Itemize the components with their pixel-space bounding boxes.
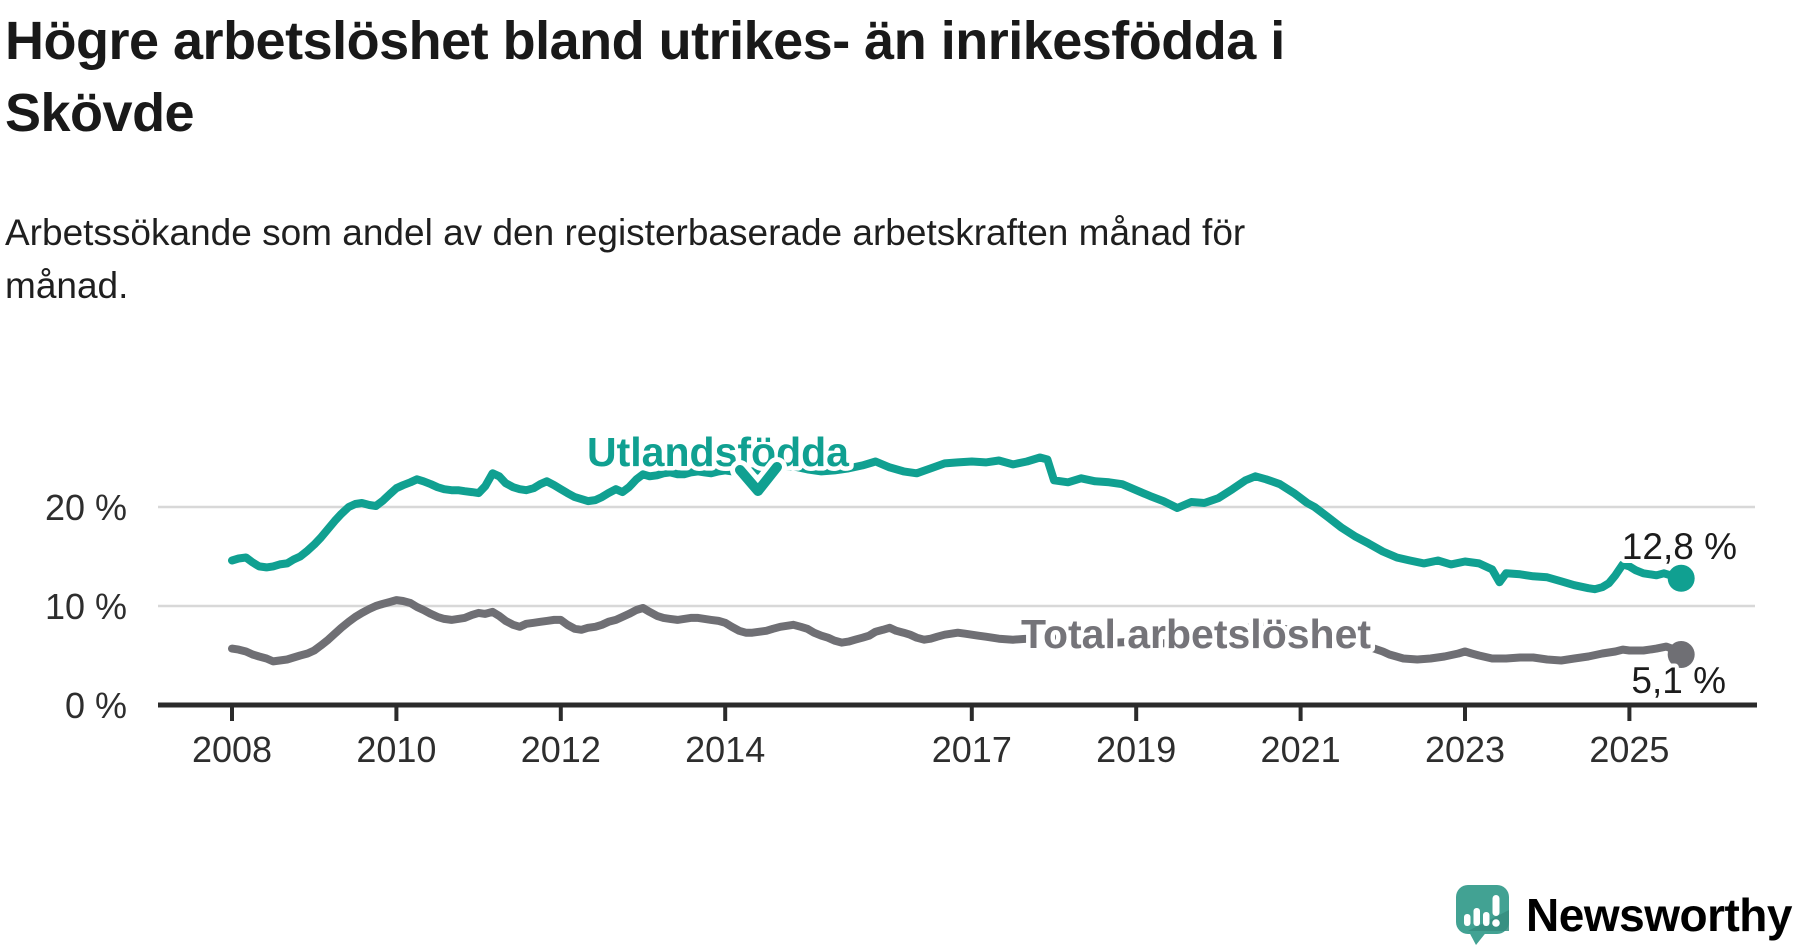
series-label-utlandsfodda: Utlandsfödda [587,429,850,475]
arrow-down-icon [735,462,782,496]
chart-generated-layer: 2008 2010 2012 2014 2017 2019 2021 2023 2025 0 % 1… [45,453,1757,770]
page-title: Högre arbetslöshet bland utrikes- än inr… [5,11,1285,143]
x-tick-label: 2023 [1425,729,1505,770]
end-value-label-utlandsfodda: 12,8 % [1622,526,1737,567]
x-tick-label: 2008 [192,729,272,770]
newsworthy-logo: Newsworthy [1455,884,1792,946]
chart-label-layer: Utlandsfödda Total arbetslöshet 12,8 % 5… [583,425,1741,706]
page-subtitle: Arbetssökande som andel av den registerb… [5,212,1246,306]
end-value-label-total: 5,1 % [1631,660,1726,701]
y-tick-label: 20 % [45,487,127,528]
y-tick-label: 10 % [45,586,127,627]
x-tick-label: 2019 [1096,729,1176,770]
series-line-0 [228,453,1686,594]
x-tick-label: 2014 [685,729,765,770]
brand-name: Newsworthy [1526,889,1792,941]
x-tick-label: 2010 [356,729,436,770]
x-tick-label: 2017 [932,729,1012,770]
series-end-dot-1 [1667,641,1695,669]
series-label-total: Total arbetslöshet [1021,611,1371,657]
speech-bubble-bar-chart-icon [1456,885,1510,945]
x-tick-label: 2012 [521,729,601,770]
series-line-1 [228,596,1686,666]
x-tick-label: 2021 [1261,729,1341,770]
y-tick-label: 0 % [65,685,127,726]
x-tick-label: 2025 [1589,729,1669,770]
series-end-dot-0 [1667,564,1695,592]
